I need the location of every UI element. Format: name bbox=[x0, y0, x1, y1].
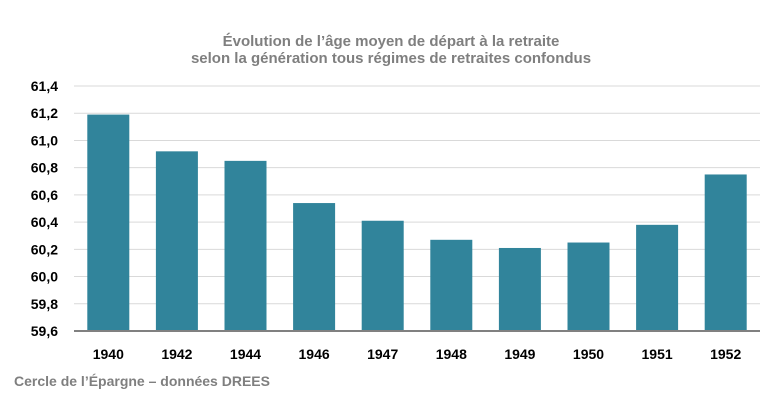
y-tick-label: 61,2 bbox=[31, 105, 58, 121]
x-tick-label: 1952 bbox=[710, 346, 741, 362]
y-tick-label: 60,4 bbox=[31, 214, 58, 230]
y-tick-label: 61,0 bbox=[31, 132, 58, 148]
x-tick-label: 1944 bbox=[230, 346, 261, 362]
bar-1949 bbox=[498, 247, 541, 331]
x-tick-label: 1940 bbox=[93, 346, 124, 362]
bar-1947 bbox=[361, 220, 404, 331]
bar-1950 bbox=[567, 242, 610, 331]
bar-1946 bbox=[293, 203, 336, 331]
bar-1951 bbox=[636, 224, 679, 331]
bar-1948 bbox=[430, 239, 473, 331]
source-note: Cercle de l’Épargne – données DREES bbox=[14, 373, 270, 389]
x-tick-label: 1948 bbox=[436, 346, 467, 362]
x-tick-label: 1947 bbox=[367, 346, 398, 362]
chart-title-line-2: selon la génération tous régimes de retr… bbox=[190, 50, 592, 67]
bar-1942 bbox=[155, 151, 198, 331]
x-tick-label: 1950 bbox=[573, 346, 604, 362]
chart-title: Évolution de l’âge moyen de départ à la … bbox=[0, 33, 782, 67]
y-tick-label: 60,6 bbox=[31, 187, 58, 203]
y-tick-label: 60,8 bbox=[31, 160, 58, 176]
y-tick-label: 60,0 bbox=[31, 269, 58, 285]
x-tick-label: 1942 bbox=[161, 346, 192, 362]
x-tick-label: 1951 bbox=[642, 346, 673, 362]
bar-1944 bbox=[224, 160, 267, 331]
y-tick-label: 59,6 bbox=[31, 323, 58, 339]
x-tick-label: 1946 bbox=[299, 346, 330, 362]
bar-1952 bbox=[704, 174, 747, 331]
x-tick-label: 1949 bbox=[504, 346, 535, 362]
chart-title-line-1: Évolution de l’âge moyen de départ à la … bbox=[222, 33, 560, 50]
y-tick-label: 60,2 bbox=[31, 241, 58, 257]
y-tick-label: 59,8 bbox=[31, 296, 58, 312]
y-tick-label: 61,4 bbox=[31, 78, 58, 94]
bar-1940 bbox=[87, 114, 130, 331]
